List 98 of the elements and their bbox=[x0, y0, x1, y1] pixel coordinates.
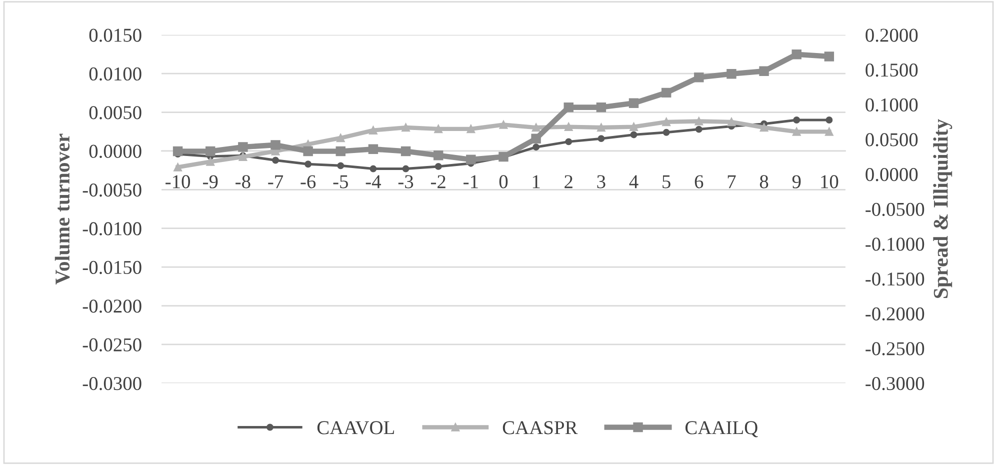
point bbox=[824, 52, 834, 62]
point bbox=[206, 157, 215, 166]
x-tick-label: 9 bbox=[792, 175, 801, 188]
x-tick-label: 6 bbox=[694, 175, 704, 188]
point bbox=[303, 146, 313, 156]
point bbox=[726, 69, 736, 79]
point bbox=[630, 131, 638, 138]
x-tick-label: 8 bbox=[760, 175, 768, 188]
y2-tick-label: -0.3000 bbox=[866, 376, 924, 390]
x-tick-label: 0 bbox=[499, 175, 508, 188]
x-tick-label: 1 bbox=[532, 175, 540, 188]
y-tick-label: -0.0250 bbox=[82, 338, 142, 352]
point bbox=[206, 146, 216, 156]
y2-tick-label: 0.0500 bbox=[866, 133, 918, 146]
y2-tick-label: 0.1500 bbox=[866, 64, 918, 77]
point bbox=[727, 118, 736, 126]
y-axis-title: Volume turnover bbox=[54, 134, 70, 284]
x-tick-label: 3 bbox=[597, 175, 606, 188]
x-tick-label: 5 bbox=[662, 175, 670, 188]
x-tick-label: -5 bbox=[333, 175, 348, 188]
point bbox=[400, 146, 411, 156]
point bbox=[272, 156, 279, 164]
x-tick-label: -9 bbox=[202, 175, 218, 188]
x-tick-label: -8 bbox=[236, 175, 250, 188]
x-tick-label: 2 bbox=[564, 175, 572, 188]
x-tick-label: 7 bbox=[728, 175, 736, 188]
point bbox=[368, 144, 378, 154]
point bbox=[596, 102, 606, 112]
point bbox=[336, 134, 345, 142]
point bbox=[694, 117, 704, 126]
point bbox=[662, 128, 670, 136]
y2-tick-label: 0.1000 bbox=[866, 98, 918, 112]
x-tick-label: -10 bbox=[166, 175, 190, 188]
point bbox=[370, 165, 377, 172]
y2-tick-label: 0.2000 bbox=[866, 28, 918, 42]
y-tick-label: -0.0100 bbox=[82, 222, 142, 236]
y-tick-label: 0.0150 bbox=[89, 28, 142, 42]
point bbox=[694, 72, 704, 82]
x-tick-label: -1 bbox=[464, 175, 478, 188]
point bbox=[598, 135, 605, 142]
point bbox=[466, 124, 476, 134]
point bbox=[174, 163, 182, 172]
y-tick-label: 0.0100 bbox=[89, 67, 142, 81]
point bbox=[564, 122, 573, 131]
point bbox=[793, 116, 800, 124]
point bbox=[336, 146, 346, 156]
x-tick-label: -4 bbox=[366, 175, 382, 188]
point bbox=[792, 50, 802, 60]
y-tick-label: -0.0200 bbox=[82, 300, 142, 313]
point bbox=[760, 123, 768, 132]
x-tick-label: 4 bbox=[629, 175, 638, 188]
y-tick-label: -0.0050 bbox=[82, 183, 142, 197]
x-tick-label: 10 bbox=[821, 175, 838, 188]
point bbox=[532, 123, 540, 132]
point bbox=[434, 162, 442, 170]
point bbox=[759, 66, 769, 76]
y2-tick-label: -0.2500 bbox=[866, 342, 924, 356]
point bbox=[564, 102, 574, 112]
legend-label: CAASPR bbox=[502, 421, 578, 434]
y-tick-label: 0.0050 bbox=[89, 106, 142, 120]
y2-tick-label: -0.0500 bbox=[866, 202, 924, 216]
point bbox=[402, 165, 410, 172]
x-tick-label: -6 bbox=[300, 175, 316, 188]
point bbox=[532, 144, 540, 151]
y-tick-label: -0.0300 bbox=[82, 376, 142, 390]
point bbox=[630, 122, 638, 131]
legend-label: CAAILQ bbox=[685, 421, 758, 438]
point bbox=[661, 88, 672, 98]
x-tick-label: -2 bbox=[430, 175, 446, 188]
point bbox=[695, 126, 702, 133]
point bbox=[499, 120, 508, 129]
point bbox=[304, 160, 312, 168]
point bbox=[369, 126, 378, 134]
legend-label: CAAVOL bbox=[317, 421, 394, 434]
point bbox=[402, 123, 410, 132]
y2-tick-label: -0.2000 bbox=[866, 307, 924, 321]
x-tick-label: -7 bbox=[268, 175, 284, 188]
y2-tick-label: 0.0000 bbox=[866, 168, 918, 182]
x-tick-label: -3 bbox=[398, 175, 414, 188]
y2-axis-title: Spread & Illiquidity bbox=[933, 119, 952, 298]
point bbox=[662, 118, 670, 126]
y2-tick-label: -0.1000 bbox=[866, 238, 924, 251]
point bbox=[270, 140, 280, 150]
y-tick-label: -0.0150 bbox=[82, 260, 142, 274]
point bbox=[597, 123, 606, 132]
point bbox=[628, 98, 639, 108]
point bbox=[434, 124, 443, 134]
point bbox=[826, 116, 833, 124]
y2-tick-label: -0.1500 bbox=[866, 272, 924, 286]
point bbox=[565, 138, 572, 146]
point bbox=[433, 150, 444, 160]
point bbox=[792, 128, 801, 136]
point bbox=[466, 154, 476, 164]
point bbox=[238, 142, 248, 152]
point bbox=[337, 162, 344, 170]
point bbox=[531, 134, 541, 144]
y-tick-label: 0.0000 bbox=[89, 144, 142, 158]
point bbox=[825, 128, 834, 136]
